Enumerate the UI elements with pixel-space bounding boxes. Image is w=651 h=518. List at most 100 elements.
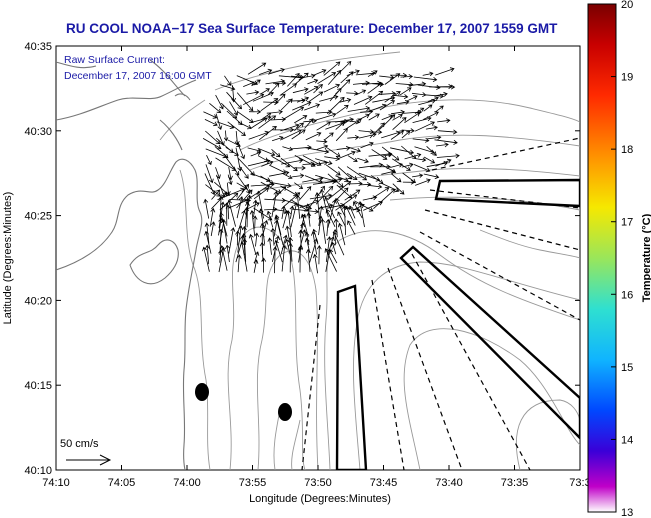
current-vector [244, 201, 250, 228]
current-vector [336, 104, 349, 114]
current-vector [254, 232, 260, 247]
current-vector [371, 187, 390, 200]
temperature-colorbar [587, 3, 617, 513]
current-vector [251, 79, 261, 87]
current-vector [357, 157, 369, 164]
current-vector [367, 70, 378, 78]
current-vector [400, 74, 414, 80]
current-vector [437, 129, 458, 135]
current-vector [253, 259, 259, 273]
current-vector [228, 227, 236, 254]
current-vector [290, 202, 299, 228]
current-vector [335, 194, 358, 211]
colorbar-tick-label: 13 [621, 507, 633, 518]
annotation-line-1: Raw Surface Current: [64, 54, 165, 66]
current-vector [293, 165, 306, 171]
current-vector [355, 70, 376, 76]
current-vector [243, 81, 255, 87]
current-vector [219, 245, 228, 271]
current-vector [283, 106, 305, 120]
current-vector [260, 222, 266, 245]
current-vector [326, 147, 341, 157]
current-vector [306, 212, 312, 227]
current-vector [281, 129, 302, 140]
current-vector [324, 248, 337, 272]
current-vector [323, 83, 341, 93]
current-vector [438, 84, 456, 90]
current-vector [250, 172, 271, 182]
current-vector [294, 122, 304, 132]
current-vector [315, 158, 333, 166]
current-vector [435, 91, 448, 97]
current-vector [326, 96, 345, 114]
current-vector [268, 82, 280, 95]
current-vector [427, 96, 439, 102]
current-vector [223, 130, 229, 142]
current-vector [294, 72, 309, 85]
survey-box-east [434, 178, 580, 208]
current-vector [202, 138, 222, 150]
current-vector [414, 146, 436, 155]
colorbar-tick-label: 18 [621, 144, 633, 156]
current-vector [325, 177, 343, 184]
current-vector [313, 160, 329, 166]
current-vector [425, 125, 438, 131]
current-vector [210, 221, 216, 237]
current-vector [236, 140, 246, 160]
current-vector [325, 236, 332, 263]
current-vector [260, 112, 272, 121]
current-vector [304, 103, 321, 111]
current-vector [247, 62, 267, 75]
current-vector [252, 91, 274, 102]
current-vector [224, 75, 232, 87]
current-vector [260, 181, 282, 194]
x-tick-label: 73:55 [239, 477, 267, 489]
current-vector [302, 161, 315, 167]
current-vector [335, 121, 345, 130]
current-vector [359, 182, 372, 187]
current-vector [295, 194, 301, 219]
current-vector [371, 149, 388, 160]
current-vector [423, 111, 439, 120]
current-vector [284, 238, 291, 255]
current-vector [291, 144, 312, 150]
current-vector [337, 211, 346, 227]
current-vector [299, 199, 320, 208]
y-tick-label: 40:10 [24, 465, 52, 477]
current-vector [392, 117, 407, 130]
current-vector [413, 164, 431, 173]
current-vector [215, 113, 223, 131]
current-vector [426, 146, 437, 156]
y-axis-ticks: 40:35 40:30 40:25 40:20 40:15 40:10 [24, 41, 580, 477]
current-vector [242, 238, 248, 262]
current-vector [422, 71, 434, 77]
current-vector [269, 181, 292, 188]
current-vector [347, 106, 371, 112]
current-vector [267, 237, 273, 255]
current-vector [415, 157, 427, 163]
current-vector [307, 78, 319, 85]
current-vector [209, 102, 222, 114]
current-vector [348, 205, 356, 219]
current-vector [292, 101, 312, 111]
current-vector [287, 72, 300, 87]
y-tick-label: 40:20 [24, 295, 52, 307]
current-vector [360, 141, 374, 149]
current-vector [379, 74, 395, 80]
current-vector [245, 194, 252, 219]
current-vector [291, 129, 306, 140]
current-vector [342, 205, 348, 236]
current-vector [343, 207, 361, 213]
current-vector [348, 147, 362, 153]
current-vector [355, 89, 367, 96]
current-vector [274, 214, 282, 235]
current-vector [294, 182, 304, 190]
current-vector [261, 160, 274, 167]
current-vector [227, 121, 246, 137]
current-vector [316, 121, 332, 131]
current-vector [381, 152, 393, 158]
current-vector [435, 158, 452, 167]
colorbar-tick-label: 14 [621, 434, 633, 446]
current-vector [305, 248, 311, 272]
